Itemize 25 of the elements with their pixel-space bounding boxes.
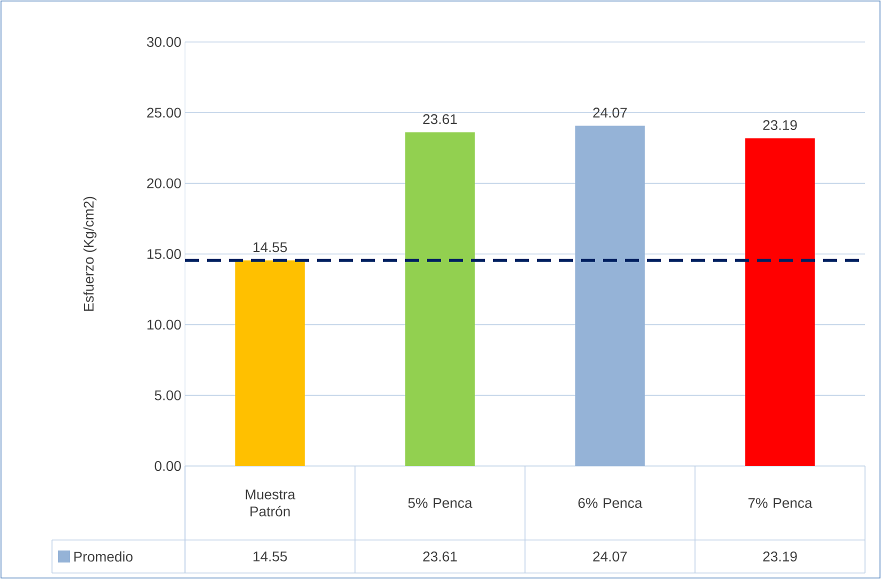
data-label: 24.07 bbox=[593, 552, 627, 562]
y-axis-title: Esfuerzo (Kg/cm2) bbox=[83, 196, 96, 311]
x-tick-label: 6% Penca bbox=[578, 498, 642, 508]
bar bbox=[575, 126, 645, 466]
text: 23.19 bbox=[763, 120, 797, 130]
x-tick-label: 5% Penca bbox=[408, 498, 472, 508]
data-label: 23.61 bbox=[423, 552, 457, 562]
y-tick-label: 0.00 bbox=[154, 461, 181, 471]
data-label: 14.55 bbox=[254, 552, 287, 562]
bar bbox=[235, 260, 305, 466]
y-tick-label: 15.00 bbox=[148, 249, 181, 259]
y-tick-label: 10.00 bbox=[148, 320, 181, 330]
text: 24.07 bbox=[593, 108, 627, 118]
x-tick-label: 7% Penca bbox=[748, 498, 812, 508]
text: 23.61 bbox=[423, 114, 457, 124]
bar bbox=[745, 138, 815, 466]
y-tick-label: 20.00 bbox=[147, 178, 181, 188]
y-tick-label: 5.00 bbox=[154, 390, 181, 400]
text: 14.55 bbox=[254, 242, 287, 252]
data-label: 23.19 bbox=[763, 552, 797, 562]
x-tick-label: Muestra Patrón bbox=[246, 490, 296, 516]
legend-label: Promedio bbox=[74, 551, 133, 562]
bar bbox=[405, 132, 475, 466]
y-tick-label: 30.00 bbox=[146, 37, 181, 47]
y-tick-label: 25.00 bbox=[147, 108, 181, 118]
